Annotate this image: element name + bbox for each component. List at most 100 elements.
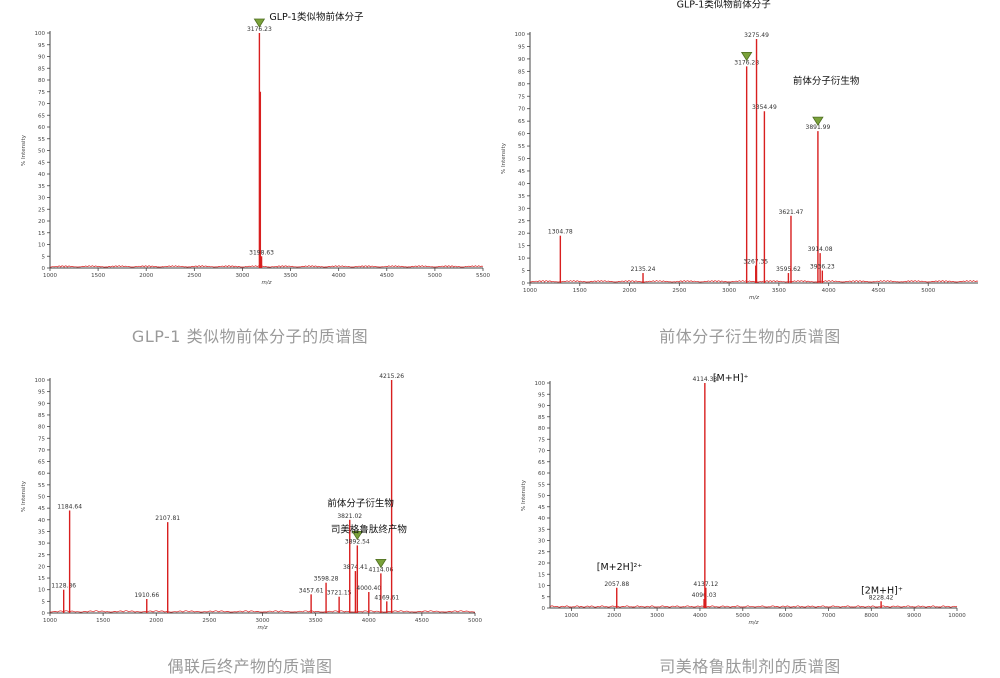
annotation-label: [2M+H]⁺ — [861, 585, 903, 596]
spectrum-chart-glp1-precursor: 0 5 10 15 20 25 30 35 40 45 50 55 60 65 70 75 80 85 90 95 10… — [21, 11, 490, 286]
y-tick-label: 95 — [38, 390, 45, 396]
caption-precursor-derivative: 前体分子衍生物的质谱图 — [659, 327, 841, 346]
peak-label: 4000.40 — [356, 585, 381, 592]
y-tick-label: 70 — [518, 107, 525, 113]
y-tick-label: 75 — [538, 437, 545, 443]
annotation-label: [M+2H]²⁺ — [597, 562, 643, 573]
peak-label: 2107.81 — [155, 515, 180, 522]
x-tick-label: 3000 — [256, 618, 270, 624]
caption-semaglutide: 司美格鲁肽制剂的质谱图 — [659, 657, 841, 676]
y-tick-label: 15 — [38, 576, 45, 582]
peak-label: 3176.23 — [247, 26, 272, 33]
x-tick-label: 4000 — [693, 613, 707, 619]
y-tick-label: 70 — [38, 102, 45, 108]
x-tick-label: 5000 — [921, 288, 935, 294]
caption-glp1-precursor: GLP-1 类似物前体分子的质谱图 — [131, 327, 369, 346]
peak-label: 1128.86 — [51, 583, 76, 590]
spectrum-chart-semaglutide: 0 5 10 15 20 25 30 35 40 45 50 55 60 65 70 75 80 85 90 95 10… — [521, 373, 966, 626]
x-tick-label: 2000 — [623, 288, 637, 294]
peak-label: 3892.54 — [345, 538, 370, 545]
annotation-marker — [375, 558, 387, 569]
peak-label: 1910.66 — [134, 592, 159, 599]
peak-label: 3621.47 — [779, 209, 804, 216]
x-tick-label: 2500 — [187, 273, 201, 279]
x-tick-label: 2500 — [202, 618, 216, 624]
y-tick-label: 65 — [38, 113, 45, 119]
y-tick-label: 85 — [38, 66, 45, 72]
y-tick-label: 85 — [518, 69, 525, 75]
y-tick-label: 65 — [518, 119, 525, 125]
annotation-marker — [351, 531, 364, 541]
x-tick-label: 4000 — [362, 618, 376, 624]
y-tick-label: 45 — [518, 169, 525, 175]
spectrum-chart-conjugated-product: 0 5 10 15 20 25 30 35 40 45 50 55 60 65 70 75 80 85 90 95 10… — [21, 373, 482, 631]
peak-label: 4114.38 — [692, 376, 717, 383]
y-tick-label: 20 — [538, 561, 545, 567]
x-tick-label: 2000 — [149, 618, 163, 624]
y-tick-label: 100 — [35, 378, 46, 384]
x-tick-label: 3500 — [309, 618, 323, 624]
y-tick-label: 40 — [38, 518, 45, 524]
y-tick-label: 80 — [538, 426, 545, 432]
peak-label: 3914.08 — [808, 246, 833, 253]
x-tick-label: 10000 — [948, 613, 966, 619]
spectrum-panel-3: 0 5 10 15 20 25 30 35 40 45 50 55 60 65 70 75 80 85 90 95 10… — [0, 350, 500, 640]
annotation-label: GLP-1类似物前体分子 — [677, 0, 772, 10]
y-tick-label: 55 — [538, 482, 545, 488]
x-tick-label: 9000 — [907, 613, 921, 619]
y-tick-label: 5 — [42, 254, 46, 260]
y-tick-label: 70 — [538, 449, 545, 455]
peak-label: 3457.61 — [299, 587, 324, 594]
caption-conjugated-product: 偶联后终产物的质谱图 — [167, 657, 333, 676]
spectrum-baseline — [49, 265, 484, 268]
peak-label: 2135.24 — [631, 266, 656, 273]
y-tick-label: 20 — [38, 564, 45, 570]
y-tick-label: 10 — [538, 584, 545, 590]
x-tick-label: 6000 — [779, 613, 793, 619]
y-tick-label: 50 — [518, 157, 525, 163]
x-tick-label: 4000 — [332, 273, 346, 279]
x-tick-label: 2500 — [672, 288, 686, 294]
annotation-marker — [253, 18, 266, 28]
y-tick-label: 90 — [538, 404, 545, 410]
y-tick-label: 10 — [518, 256, 525, 262]
x-tick-label: 1500 — [573, 288, 587, 294]
x-tick-label: 4500 — [415, 618, 429, 624]
x-tick-label: 3500 — [284, 273, 298, 279]
y-tick-label: 35 — [518, 194, 525, 200]
peak-label: 4215.26 — [379, 373, 404, 380]
y-tick-label: 30 — [538, 539, 545, 545]
y-tick-label: 85 — [38, 413, 45, 419]
spectrum-panel-1: 0 5 10 15 20 25 30 35 40 45 50 55 60 65 70 75 80 85 90 95 10… — [0, 0, 500, 300]
x-axis-label: m/z — [261, 280, 271, 286]
x-tick-label: 3000 — [722, 288, 736, 294]
peak-label: 1184.64 — [57, 503, 82, 510]
peak-label: 3267.35 — [743, 259, 768, 266]
y-axis-label: % Intensity — [21, 480, 27, 512]
y-tick-label: 15 — [38, 231, 45, 237]
y-tick-label: 35 — [38, 529, 45, 535]
peak-label: 2057.88 — [604, 581, 629, 588]
y-tick-label: 30 — [518, 206, 525, 212]
x-axis-label: m/z — [257, 625, 267, 631]
spectrum-chart-precursor-derivative: 0 5 10 15 20 25 30 35 40 45 50 55 60 65 70 75 80 85 90 95 10… — [501, 0, 979, 301]
y-tick-label: 55 — [38, 137, 45, 143]
annotation-marker — [812, 116, 824, 126]
y-tick-label: 15 — [538, 572, 545, 578]
annotation-label: GLP-1类似物前体分子 — [269, 11, 364, 23]
x-tick-label: 5500 — [476, 273, 490, 279]
y-tick-label: 45 — [38, 160, 45, 166]
y-tick-label: 80 — [38, 78, 45, 84]
peak-label: 3721.15 — [327, 590, 352, 597]
x-axis-label: m/z — [749, 295, 759, 301]
y-tick-label: 90 — [518, 57, 525, 63]
peak-label: 3198.63 — [249, 249, 274, 256]
y-tick-label: 75 — [518, 94, 525, 100]
y-tick-label: 25 — [38, 207, 45, 213]
x-tick-label: 3000 — [650, 613, 664, 619]
x-tick-label: 2000 — [139, 273, 153, 279]
x-tick-label: 4000 — [822, 288, 836, 294]
peak-label: 3874.41 — [343, 564, 368, 571]
y-tick-label: 80 — [38, 425, 45, 431]
y-tick-label: 20 — [518, 231, 525, 237]
